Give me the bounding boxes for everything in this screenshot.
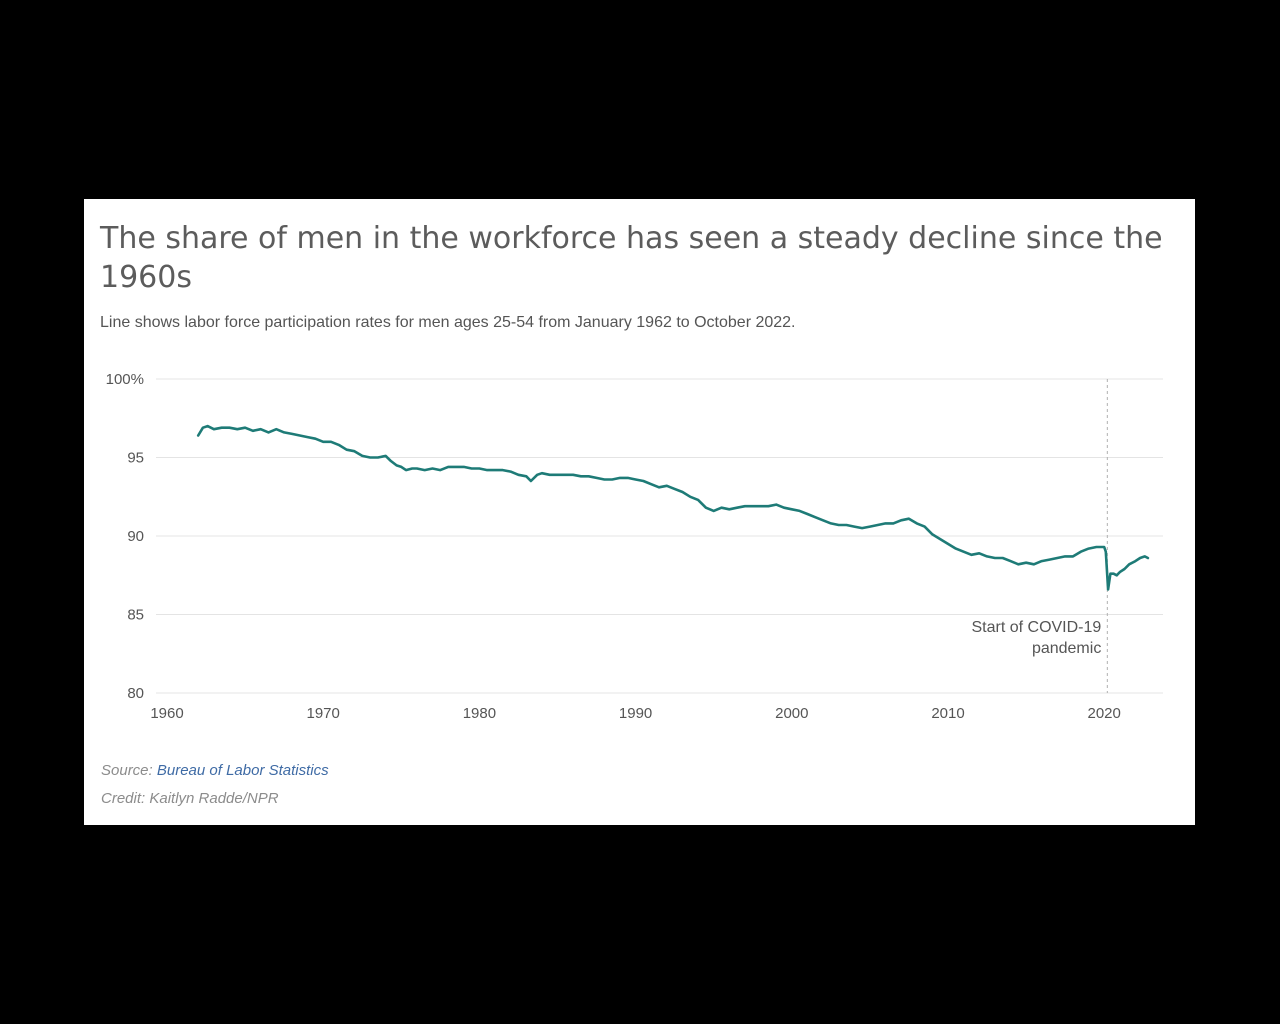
chart-title: The share of men in the workforce has se… [100,221,1163,295]
x-tick-label: 2020 [1088,705,1121,722]
y-tick-label: 80 [127,685,144,702]
source-label: Source: [101,762,153,779]
gridlines [156,378,1163,694]
y-tick-label: 90 [127,528,144,545]
y-axis: 100% 95 90 85 80 [106,371,144,702]
x-tick-label: 2010 [931,705,964,722]
y-tick-label: 95 [127,450,144,467]
x-tick-label: 1980 [463,705,496,722]
x-tick-label: 2000 [775,705,808,722]
y-tick-label: 100% [106,371,144,388]
x-tick-label: 1960 [150,705,183,722]
x-axis: 1960 1970 1980 1990 2000 2010 2020 [150,705,1121,722]
series-group [196,424,1150,591]
chart-card: The share of men in the workforce has se… [84,199,1195,825]
y-tick-label: 85 [127,607,144,624]
annotation-group: Start of COVID-19 pandemic [971,379,1108,693]
chart-subtitle: Line shows labor force participation rat… [100,314,796,331]
series-line [196,424,1150,591]
x-tick-label: 1970 [307,705,340,722]
credit-line: Credit: Kaitlyn Radde/NPR [101,790,279,807]
line-chart: Start of COVID-19 pandemic 100% 95 90 85 80 1… [106,371,1163,722]
annotation-label: pandemic [1032,640,1101,657]
source-line: Source: Bureau of Labor Statistics [101,762,329,779]
x-tick-label: 1990 [619,705,652,722]
source-link[interactable]: Bureau of Labor Statistics [156,762,329,779]
annotation-label: Start of COVID-19 [971,619,1101,636]
